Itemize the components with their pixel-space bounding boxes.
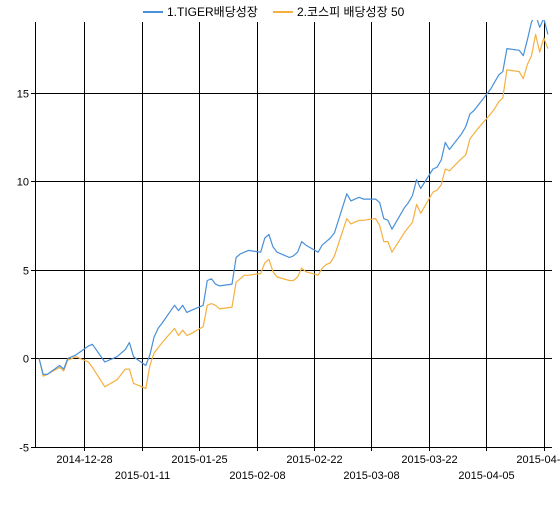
y-tick-labels: -5 0 5 10 15 (17, 89, 29, 455)
y-gridlines (31, 93, 552, 448)
x-tick-label: 2015-01-11 (115, 470, 170, 482)
x-tick-label: 2015-03-22 (401, 454, 457, 466)
x-tick-label: 2015-02-08 (229, 470, 285, 482)
x-tick-label: 2014-12-28 (56, 454, 112, 466)
legend-label: 2.코스피 배당성장 50 (297, 5, 405, 19)
x-tick-label: 2015-02-22 (286, 454, 342, 466)
x-tick-label: 2015-03-08 (343, 470, 399, 482)
series-line-2 (38, 33, 549, 390)
x-gridlines (35, 22, 545, 451)
x-tick-label: 2015-04-19 (516, 454, 560, 466)
y-tick-label: 0 (23, 354, 29, 366)
legend-label: 1.TIGER배당성장 (167, 5, 258, 19)
series-lines (38, 20, 549, 390)
y-tick-label: -5 (19, 443, 29, 455)
series-line-1 (38, 20, 549, 375)
x-tick-label: 2015-04-05 (458, 470, 514, 482)
y-tick-label: 5 (23, 266, 29, 278)
legend: 1.TIGER배당성장 2.코스피 배당성장 50 (143, 5, 405, 19)
x-tick-labels: 2014-12-28 2015-01-25 2015-02-22 2015-03-22… (56, 454, 560, 482)
y-tick-label: 10 (17, 177, 29, 189)
x-tick-label: 2015-01-25 (171, 454, 227, 466)
y-tick-label: 15 (17, 89, 29, 101)
